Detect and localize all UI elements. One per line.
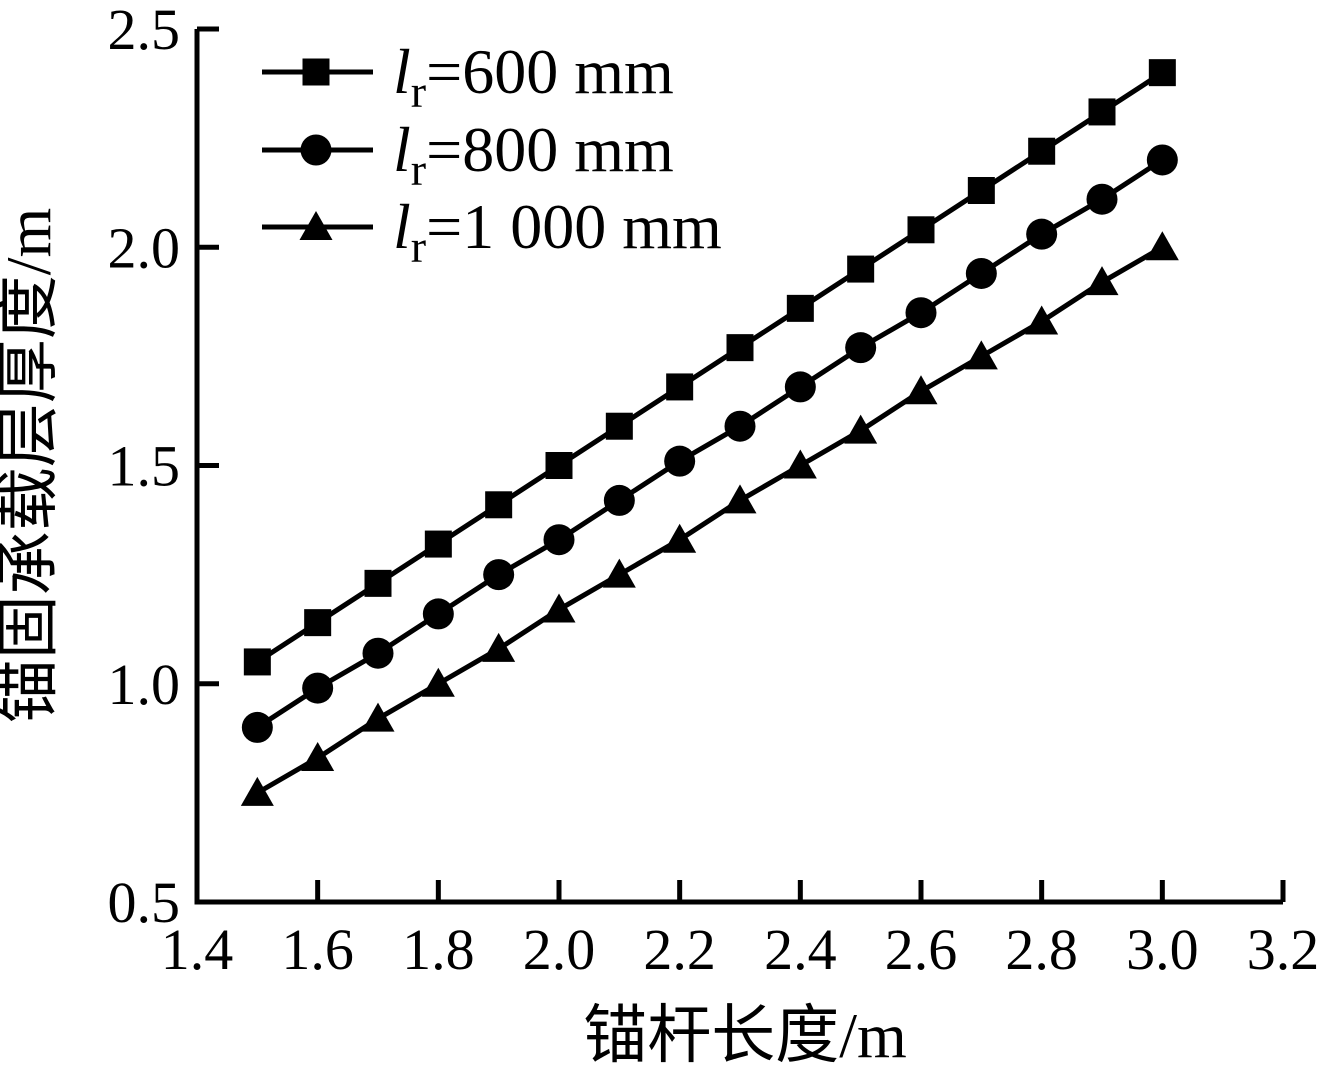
marker-circle: [1086, 183, 1118, 215]
y-axis: 0.5 1.0 1.5 2.0 2.5: [108, 0, 219, 935]
marker-square: [485, 491, 513, 519]
marker-circle: [965, 257, 997, 289]
marker-circle: [483, 559, 515, 591]
marker-circle: [241, 711, 273, 743]
series-line-lr-1000: [256, 245, 1164, 796]
marker-circle: [302, 672, 334, 704]
marker-circle: [724, 410, 756, 442]
x-tick-label: 3.0: [1126, 917, 1199, 982]
y-tick-label: 2.0: [108, 215, 181, 280]
marker-triangle: [723, 484, 757, 514]
y-tick-label: 2.5: [108, 0, 181, 62]
x-axis: 1.4 1.6 1.8 2.0 2.2 2.4 2.6 2.8 3.0 3.2: [161, 880, 1320, 982]
marker-square: [967, 177, 995, 205]
marker-circle: [603, 484, 635, 516]
legend-label: lr=800 mm: [393, 114, 674, 195]
x-tick-label: 1.8: [402, 917, 475, 982]
x-tick-label: 1.6: [281, 917, 354, 982]
marker-square: [605, 412, 633, 440]
x-tick-label: 2.6: [885, 917, 958, 982]
marker-triangle: [361, 702, 395, 732]
series-line-lr-800: [255, 157, 1164, 730]
axis-spines: [194, 29, 1283, 905]
marker-circle: [362, 637, 394, 669]
marker-square: [545, 452, 573, 479]
series-lr-800: [241, 144, 1178, 743]
marker-circle: [845, 332, 877, 364]
y-axis-title: 锚固承载层厚度/m: [0, 208, 64, 724]
marker-square: [243, 648, 271, 676]
marker-triangle: [240, 776, 274, 806]
marker-square: [907, 216, 935, 244]
x-tick-label: 2.4: [764, 917, 837, 982]
x-tick-label: 1.4: [161, 917, 234, 982]
x-tick-label: 2.8: [1005, 917, 1078, 982]
marker-triangle: [1025, 305, 1059, 335]
legend-label: lr=600 mm: [393, 36, 674, 117]
x-tick-label: 3.2: [1247, 917, 1320, 982]
legend-label: lr=1 000 mm: [393, 191, 722, 272]
marker-square: [302, 58, 330, 86]
marker-triangle: [482, 632, 516, 662]
y-tick-label: 0.5: [108, 870, 181, 935]
legend-entry-lr-1000: lr=1 000 mm: [262, 191, 722, 272]
marker-circle: [1026, 218, 1058, 250]
marker-circle: [664, 445, 696, 477]
marker-circle: [422, 598, 454, 630]
marker-triangle: [904, 375, 938, 405]
marker-square: [786, 294, 814, 322]
marker-triangle: [844, 414, 878, 444]
marker-circle: [1146, 144, 1178, 176]
marker-circle: [543, 524, 575, 556]
x-tick-label: 2.2: [643, 917, 716, 982]
marker-circle: [300, 134, 332, 166]
series-line-lr-600: [255, 70, 1164, 665]
marker-square: [1148, 59, 1176, 87]
y-tick-label: 1.5: [108, 434, 181, 499]
x-tick-label: 2.0: [523, 917, 596, 982]
marker-square: [424, 530, 452, 558]
series-lr-1000: [240, 231, 1179, 806]
marker-square: [364, 569, 392, 597]
marker-square: [726, 334, 754, 362]
marker-square: [1088, 98, 1116, 126]
marker-square: [847, 255, 875, 283]
series-lr-600: [243, 59, 1176, 676]
marker-triangle: [1145, 231, 1179, 261]
marker-triangle: [602, 558, 636, 588]
marker-triangle: [964, 340, 998, 370]
marker-triangle: [421, 667, 455, 697]
marker-circle: [905, 297, 937, 329]
marker-triangle: [1085, 266, 1119, 296]
y-tick-label: 1.0: [108, 652, 181, 717]
marker-triangle: [299, 211, 333, 240]
marker-square: [1028, 137, 1056, 165]
legend-entry-lr-800: lr=800 mm: [262, 114, 674, 195]
marker-triangle: [542, 593, 576, 623]
marker-triangle: [301, 741, 335, 771]
marker-circle: [784, 371, 816, 403]
marker-square: [666, 373, 694, 401]
marker-triangle: [783, 449, 817, 479]
legend-entry-lr-600: lr=600 mm: [262, 36, 674, 117]
marker-triangle: [663, 523, 697, 553]
x-axis-title: 锚杆长度/m: [583, 1000, 907, 1071]
marker-square: [304, 609, 332, 637]
